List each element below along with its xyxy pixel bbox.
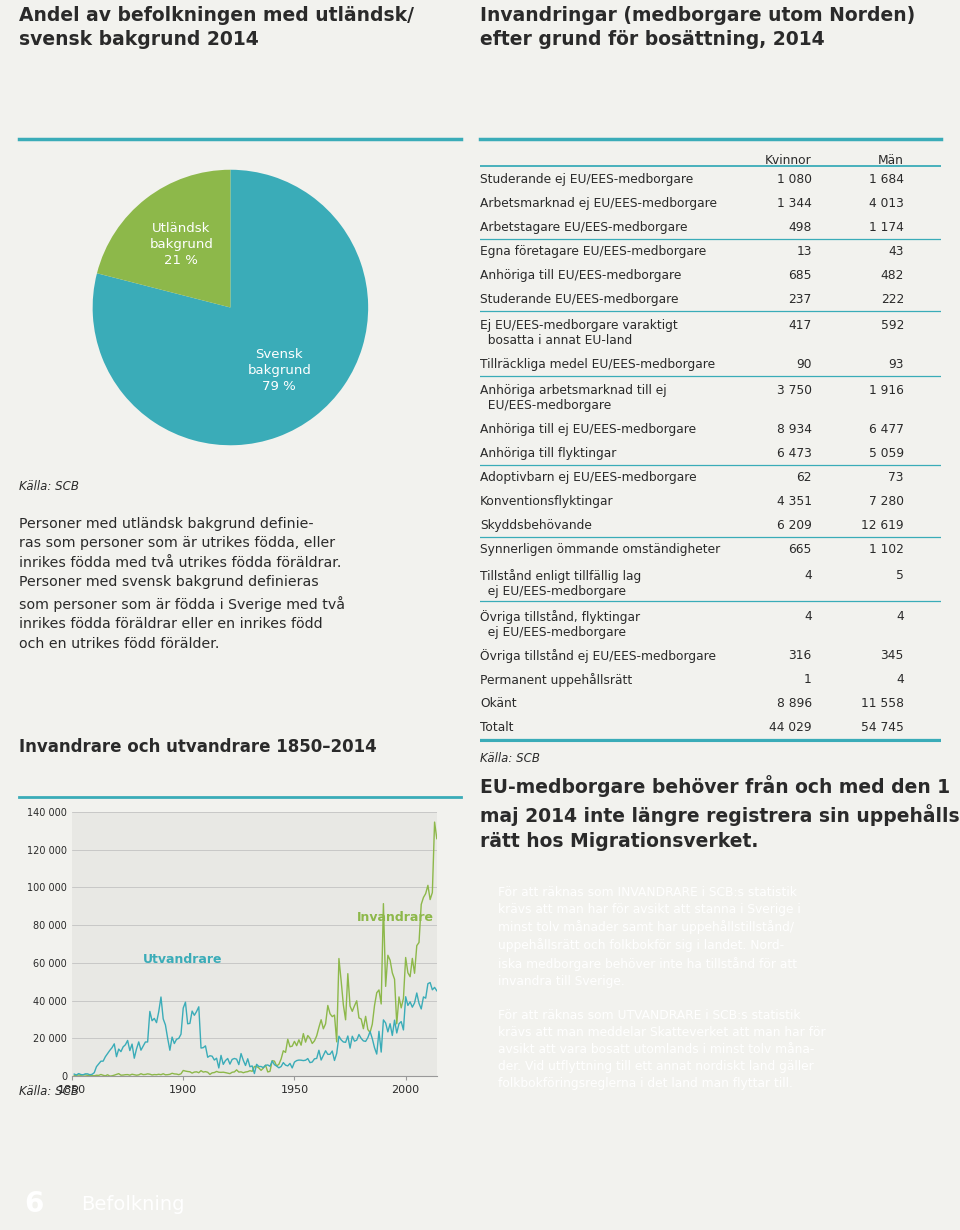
Text: 43: 43 — [888, 245, 904, 258]
Text: Permanent uppehållsrätt: Permanent uppehållsrätt — [480, 673, 633, 686]
Text: Ej EU/EES-medborgare varaktigt
  bosatta i annat EU-land: Ej EU/EES-medborgare varaktigt bosatta i… — [480, 320, 678, 347]
Text: Källa: SCB: Källa: SCB — [19, 480, 79, 493]
Text: 4: 4 — [897, 610, 904, 624]
Text: 1 684: 1 684 — [869, 172, 904, 186]
Text: Arbetsmarknad ej EU/EES-medborgare: Arbetsmarknad ej EU/EES-medborgare — [480, 197, 717, 210]
Text: 6: 6 — [24, 1191, 43, 1218]
Text: 8 934: 8 934 — [777, 423, 812, 435]
Text: 1: 1 — [804, 673, 812, 685]
Text: Invandringar (medborgare utom Norden)
efter grund för bosättning, 2014: Invandringar (medborgare utom Norden) ef… — [480, 6, 915, 49]
Text: 6 473: 6 473 — [777, 446, 812, 460]
Text: Kvinnor: Kvinnor — [765, 154, 812, 167]
Text: 1 174: 1 174 — [869, 220, 904, 234]
Text: 1 344: 1 344 — [777, 197, 812, 210]
Text: 5 059: 5 059 — [869, 446, 904, 460]
Text: 222: 222 — [880, 293, 904, 306]
Text: 54 745: 54 745 — [861, 721, 904, 734]
Text: Totalt: Totalt — [480, 721, 514, 734]
Text: 498: 498 — [788, 220, 812, 234]
Text: 592: 592 — [880, 320, 904, 332]
Text: Andel av befolkningen med utländsk/
svensk bakgrund 2014: Andel av befolkningen med utländsk/ sven… — [19, 6, 414, 49]
Text: Källa: SCB: Källa: SCB — [480, 752, 540, 765]
Text: Anhöriga till EU/EES-medborgare: Anhöriga till EU/EES-medborgare — [480, 269, 682, 282]
Text: 3 750: 3 750 — [777, 384, 812, 397]
Text: 4: 4 — [804, 569, 812, 583]
Text: Övriga tillstånd, flyktingar
  ej EU/EES-medborgare: Övriga tillstånd, flyktingar ej EU/EES-m… — [480, 610, 640, 640]
Text: Utvandrare: Utvandrare — [143, 953, 223, 966]
Text: 7 280: 7 280 — [869, 494, 904, 508]
Text: Anhöriga till ej EU/EES-medborgare: Anhöriga till ej EU/EES-medborgare — [480, 423, 696, 435]
Text: 4: 4 — [804, 610, 812, 624]
Wedge shape — [93, 170, 369, 445]
Text: Studerande ej EU/EES-medborgare: Studerande ej EU/EES-medborgare — [480, 172, 693, 186]
Text: Utländsk
bakgrund
21 %: Utländsk bakgrund 21 % — [150, 221, 213, 267]
Text: 5: 5 — [896, 569, 904, 583]
Text: Övriga tillstånd ej EU/EES-medborgare: Övriga tillstånd ej EU/EES-medborgare — [480, 648, 716, 663]
Text: 1 080: 1 080 — [777, 172, 812, 186]
Text: 4 013: 4 013 — [869, 197, 904, 210]
Text: 8 896: 8 896 — [777, 696, 812, 710]
Text: 417: 417 — [788, 320, 812, 332]
Text: Anhöriga arbetsmarknad till ej
  EU/EES-medborgare: Anhöriga arbetsmarknad till ej EU/EES-me… — [480, 384, 666, 412]
Text: 6 209: 6 209 — [777, 519, 812, 531]
Text: Personer med utländsk bakgrund definie-
ras som personer som är utrikes födda, e: Personer med utländsk bakgrund definie- … — [19, 517, 346, 651]
Wedge shape — [97, 170, 230, 308]
Text: Anhöriga till flyktingar: Anhöriga till flyktingar — [480, 446, 616, 460]
Text: 62: 62 — [796, 471, 812, 483]
Text: 11 558: 11 558 — [861, 696, 904, 710]
Text: 1 916: 1 916 — [869, 384, 904, 397]
Text: 4 351: 4 351 — [777, 494, 812, 508]
Text: 13: 13 — [796, 245, 812, 258]
Text: Invandrare och utvandrare 1850–2014: Invandrare och utvandrare 1850–2014 — [19, 738, 377, 756]
Text: 93: 93 — [888, 358, 904, 370]
Text: Källa: SCB: Källa: SCB — [19, 1085, 79, 1098]
Text: Män: Män — [878, 154, 904, 167]
Text: 482: 482 — [880, 269, 904, 282]
Text: Befolkning: Befolkning — [82, 1194, 185, 1214]
Text: 1 102: 1 102 — [869, 542, 904, 556]
Text: 90: 90 — [796, 358, 812, 370]
Text: Studerande EU/EES-medborgare: Studerande EU/EES-medborgare — [480, 293, 679, 306]
Text: 6 477: 6 477 — [869, 423, 904, 435]
Text: Adoptivbarn ej EU/EES-medborgare: Adoptivbarn ej EU/EES-medborgare — [480, 471, 697, 483]
Text: 665: 665 — [788, 542, 812, 556]
Text: Okänt: Okänt — [480, 696, 516, 710]
Text: Egna företagare EU/EES-medborgare: Egna företagare EU/EES-medborgare — [480, 245, 707, 258]
Text: Invandrare: Invandrare — [357, 911, 434, 925]
Text: 12 619: 12 619 — [861, 519, 904, 531]
Text: 73: 73 — [888, 471, 904, 483]
Text: Synnerligen ömmande omständigheter: Synnerligen ömmande omständigheter — [480, 542, 720, 556]
Text: 44 029: 44 029 — [769, 721, 812, 734]
Text: Svensk
bakgrund
79 %: Svensk bakgrund 79 % — [248, 348, 311, 394]
Text: 345: 345 — [880, 648, 904, 662]
Text: 237: 237 — [788, 293, 812, 306]
Text: 4: 4 — [897, 673, 904, 685]
Text: Tillstånd enligt tillfällig lag
  ej EU/EES-medborgare: Tillstånd enligt tillfällig lag ej EU/EE… — [480, 569, 641, 598]
Text: Arbetstagare EU/EES-medborgare: Arbetstagare EU/EES-medborgare — [480, 220, 687, 234]
Text: 685: 685 — [788, 269, 812, 282]
Text: Skyddsbehövande: Skyddsbehövande — [480, 519, 592, 531]
Text: EU-medborgare behöver från och med den 1
maj 2014 inte längre registrera sin upp: EU-medborgare behöver från och med den 1… — [480, 775, 960, 851]
Text: 316: 316 — [788, 648, 812, 662]
Text: För att räknas som INVANDRARE i SCB:s statistik
krävs att man har för avsikt att: För att räknas som INVANDRARE i SCB:s st… — [498, 886, 826, 1090]
Text: Tillräckliga medel EU/EES-medborgare: Tillräckliga medel EU/EES-medborgare — [480, 358, 715, 370]
Text: Konventionsflyktingar: Konventionsflyktingar — [480, 494, 613, 508]
